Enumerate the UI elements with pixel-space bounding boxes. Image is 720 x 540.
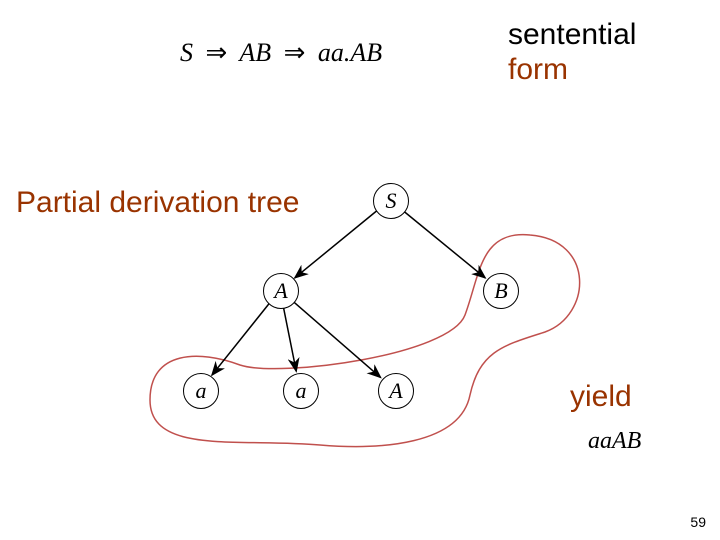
- edge-A1-A2: [293, 301, 381, 377]
- tree-node-B: B: [483, 273, 519, 309]
- edge-A1-a1: [212, 303, 270, 375]
- tree-node-A1: A: [263, 273, 299, 309]
- tree-node-a1: a: [183, 373, 219, 409]
- tree-node-a2: a: [283, 373, 319, 409]
- diagram-svg: [0, 0, 720, 540]
- slide: S ⇒ AB ⇒ aa.AB sentential form Partial d…: [0, 0, 720, 540]
- edge-A1-a2: [283, 307, 296, 372]
- tree-node-S: S: [373, 183, 409, 219]
- tree-edges: [212, 211, 485, 378]
- yield-lasso: [150, 235, 580, 447]
- edge-S-A1: [295, 211, 377, 278]
- edge-S-B: [403, 211, 485, 278]
- tree-node-A2: A: [378, 373, 414, 409]
- page-number: 59: [690, 514, 706, 530]
